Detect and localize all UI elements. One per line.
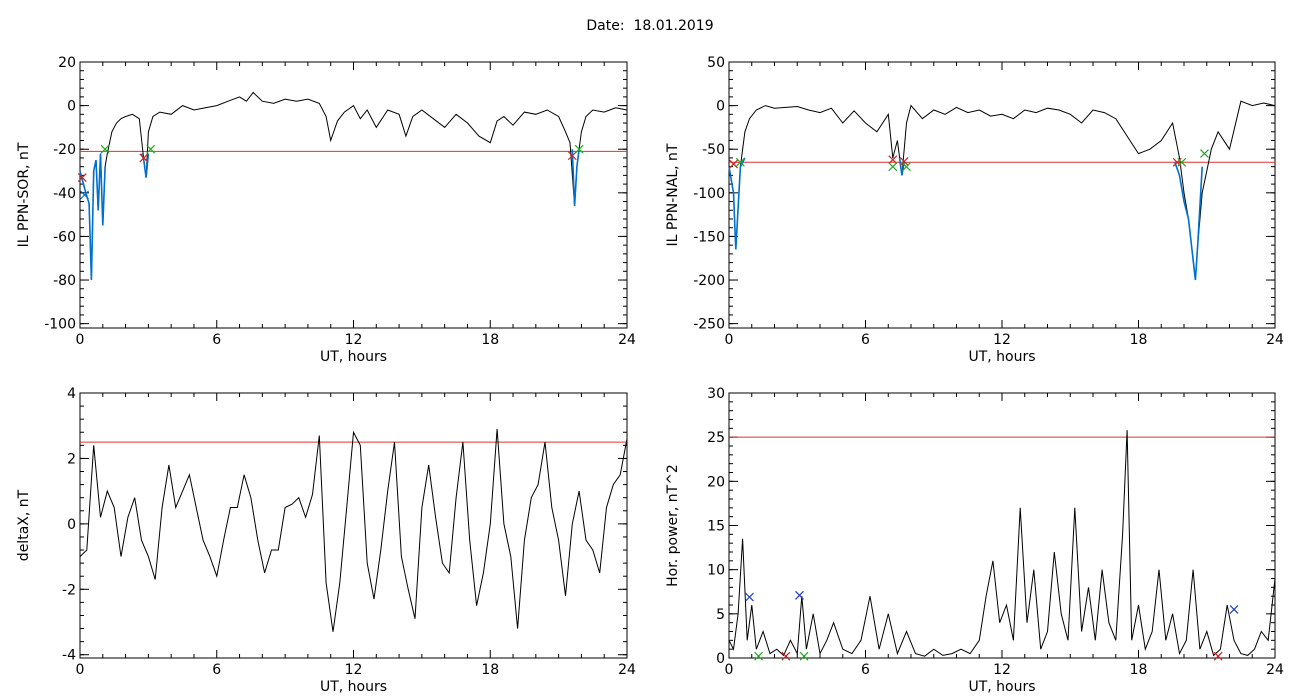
y-tick-label: -100 [44,317,76,333]
data-marker [1177,157,1187,167]
data-marker [888,162,898,172]
data-marker [146,144,156,154]
y-tick-label: 30 [707,386,725,402]
y-tick-label: -20 [53,142,76,158]
y-axis-label: deltaX, nT [16,489,32,561]
y-tick-label: 4 [67,386,76,402]
x-tick-label: 18 [1130,332,1148,348]
y-tick-label: -200 [693,273,725,289]
data-series-line [1174,162,1203,281]
data-marker [799,651,809,661]
y-axis-label: IL PPN-NAL, nT [665,143,681,246]
x-tick-label: 24 [618,332,636,348]
data-marker [100,144,110,154]
x-tick-label: 6 [861,662,870,678]
y-tick-label: -100 [693,186,725,202]
chart-panel-2: 0 6 12 18 24 50 0 -50 -100 -150 -200 -250 UT, hours I… [665,55,1284,365]
data-series-line [79,153,106,281]
chart-panel-3: 0 6 12 18 24 4 2 0 -2 -4 UT, hours deltaX, nT [16,386,636,695]
x-axis-label: UT, hours [968,349,1035,365]
data-marker [781,651,791,661]
data-marker [80,190,89,200]
data-marker [1213,651,1223,661]
plot-frame [728,392,1276,659]
y-tick-label: -50 [702,142,725,158]
y-axis-label: Hor. power, nT^2 [665,464,681,587]
y-tick-label: 50 [707,55,725,71]
data-marker [754,651,763,661]
data-marker [745,592,754,602]
data-marker [899,156,909,166]
data-series-line [79,428,628,632]
x-tick-label: 12 [993,332,1011,348]
data-marker [574,144,584,154]
page-title: Date: 18.01.2019 [586,18,714,34]
x-tick-label: 24 [618,662,636,678]
data-series-line [728,157,746,250]
x-tick-label: 24 [1266,662,1284,678]
plot-frame [79,61,628,329]
x-tick-label: 6 [212,662,221,678]
x-axis-label: UT, hours [320,349,387,365]
y-tick-label: 20 [58,55,76,71]
x-tick-label: 12 [993,662,1011,678]
x-tick-label: 0 [725,332,734,348]
y-tick-label: 2 [67,451,76,467]
x-tick-label: 0 [76,662,85,678]
y-tick-label: -4 [62,648,76,664]
data-series-line [728,430,1276,657]
y-axis-label: IL PPN-SOR, nT [16,142,32,247]
x-tick-label: 0 [76,332,85,348]
chart-panel-1: 0 6 12 18 24 20 0 -20 -40 -60 -80 -100 UT, hours IL P… [16,55,636,365]
y-tick-label: 15 [707,519,725,535]
y-tick-label: 10 [707,563,725,579]
x-axis-label: UT, hours [968,679,1035,695]
x-tick-label: 18 [1130,662,1148,678]
data-series-line [571,149,580,206]
data-marker [567,151,577,161]
data-marker [735,157,745,167]
x-tick-label: 24 [1266,332,1284,348]
x-axis-label: UT, hours [320,679,387,695]
data-marker [902,162,911,172]
chart-panel-4: 0 6 12 18 24 30 25 20 15 10 5 0 UT, hours Hor. power,… [665,386,1284,695]
y-tick-label: -250 [693,317,725,333]
x-tick-label: 12 [345,332,363,348]
data-marker [1229,604,1239,614]
data-marker [729,159,738,169]
data-series-line [898,157,905,176]
x-tick-label: 18 [481,662,499,678]
y-tick-label: 0 [716,651,725,667]
y-tick-label: -40 [53,186,76,202]
y-tick-label: 20 [707,474,725,490]
data-marker [139,153,149,163]
data-marker [77,173,87,182]
y-tick-label: -2 [62,582,76,598]
y-tick-label: -150 [693,229,725,245]
y-tick-label: 0 [67,517,76,533]
data-marker [795,590,804,600]
x-tick-label: 0 [725,662,734,678]
data-marker [1200,149,1209,158]
plot-frame [728,61,1276,329]
data-series-line [79,91,628,281]
y-tick-label: -80 [53,273,76,289]
x-tick-label: 12 [345,662,363,678]
data-marker [888,155,898,165]
y-tick-label: 5 [716,607,725,623]
y-tick-label: -60 [53,229,76,245]
x-tick-label: 6 [212,332,221,348]
x-tick-label: 6 [861,332,870,348]
y-tick-label: 0 [716,99,725,115]
x-tick-label: 18 [481,332,499,348]
y-tick-label: 25 [707,430,725,446]
y-tick-label: 0 [67,99,76,115]
